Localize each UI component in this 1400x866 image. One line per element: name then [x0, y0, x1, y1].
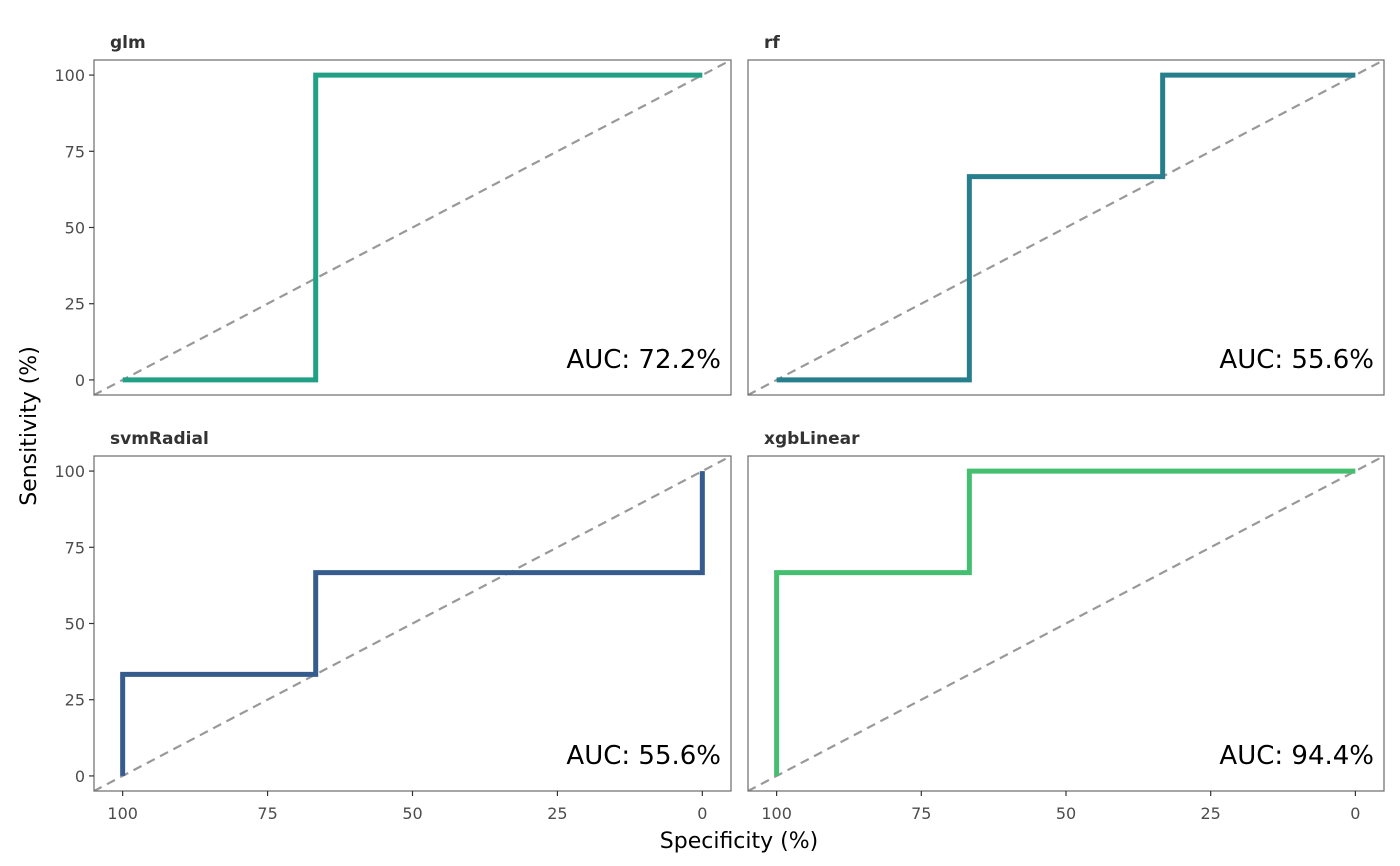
panel-title: glm: [110, 33, 146, 53]
y-tick-label: 75: [65, 142, 85, 161]
y-tick-label: 0: [75, 767, 85, 786]
y-tick-label: 50: [65, 615, 85, 634]
panel-border: [747, 59, 1385, 396]
x-tick-label: 100: [107, 804, 138, 823]
y-tick-label: 50: [65, 219, 85, 238]
auc-label: AUC: 94.4%: [1219, 741, 1374, 771]
x-tick-label: 75: [257, 804, 277, 823]
x-tick-label: 100: [761, 804, 792, 823]
panel-svmRadial: svmRadial AUC: 55.6% 0 25 50 75 100 100 75 50 25 0: [54, 429, 732, 823]
y-tick-label: 100: [54, 66, 85, 85]
panel-title: rf: [764, 33, 780, 53]
panel-title: xgbLinear: [764, 429, 860, 449]
y-tick-label: 25: [65, 295, 85, 314]
x-tick-label: 50: [1056, 804, 1076, 823]
panel-glm: glm AUC: 72.2% 0 25 50 75 100: [54, 33, 732, 396]
auc-label: AUC: 55.6%: [1219, 345, 1374, 375]
x-tick-label: 25: [1201, 804, 1221, 823]
x-tick-label: 0: [1350, 804, 1360, 823]
y-tick-label: 25: [65, 691, 85, 710]
y-tick-label: 100: [54, 462, 85, 481]
panel-rf: rf AUC: 55.6%: [747, 33, 1385, 396]
x-tick-label: 75: [911, 804, 931, 823]
panel-title: svmRadial: [110, 429, 209, 449]
y-axis-title: Sensitivity (%): [17, 346, 42, 506]
x-tick-label: 50: [402, 804, 422, 823]
reference-diagonal: [94, 60, 731, 395]
x-axis-title: Specificity (%): [660, 829, 818, 854]
y-tick-label: 75: [65, 538, 85, 557]
y-tick-label: 0: [75, 371, 85, 390]
roc-curve-rf: [776, 72, 1356, 383]
auc-label: AUC: 55.6%: [566, 741, 721, 771]
roc-curve-glm: [122, 72, 703, 383]
panel-xgbLinear: xgbLinear AUC: 94.4% 100 75 50 25 0: [747, 429, 1385, 823]
roc-curve-svmRadial: [120, 471, 705, 776]
x-tick-label: 0: [697, 804, 707, 823]
auc-label: AUC: 72.2%: [566, 345, 721, 375]
x-tick-label: 25: [547, 804, 567, 823]
roc-curve-xgbLinear: [774, 468, 1356, 776]
reference-diagonal: [94, 456, 731, 791]
